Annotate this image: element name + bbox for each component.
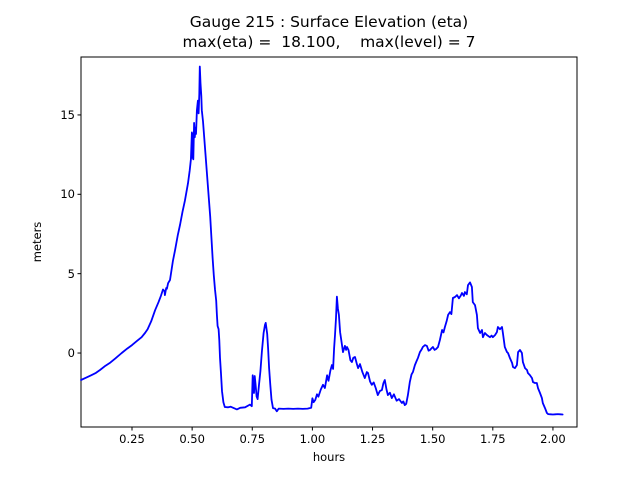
x-tick-label: 2.00 bbox=[540, 432, 566, 446]
y-axis-label: meters bbox=[30, 221, 44, 263]
y-tick-label: 5 bbox=[67, 266, 75, 281]
x-tick-label: 0.25 bbox=[119, 432, 145, 446]
chart-title-line2: max(eta) = 18.100, max(level) = 7 bbox=[182, 32, 476, 51]
x-tick-label: 1.75 bbox=[479, 432, 506, 446]
x-tick-label: 1.25 bbox=[359, 432, 386, 446]
axes-frame bbox=[80, 56, 578, 428]
x-axis-label: hours bbox=[312, 450, 346, 464]
y-tick-label: 0 bbox=[67, 346, 75, 361]
chart-title: Gauge 215 : Surface Elevation (eta) max(… bbox=[81, 13, 577, 52]
y-tick-label: 15 bbox=[60, 107, 75, 122]
y-tick-label: 10 bbox=[60, 187, 75, 202]
x-tick-label: 1.00 bbox=[299, 432, 326, 446]
eta-line-series bbox=[80, 65, 564, 416]
x-tick-label: 1.50 bbox=[419, 432, 446, 446]
x-tick-label: 0.50 bbox=[179, 432, 205, 446]
x-tick-label: 0.75 bbox=[239, 432, 266, 446]
chart-title-line1: Gauge 215 : Surface Elevation (eta) bbox=[189, 13, 469, 31]
